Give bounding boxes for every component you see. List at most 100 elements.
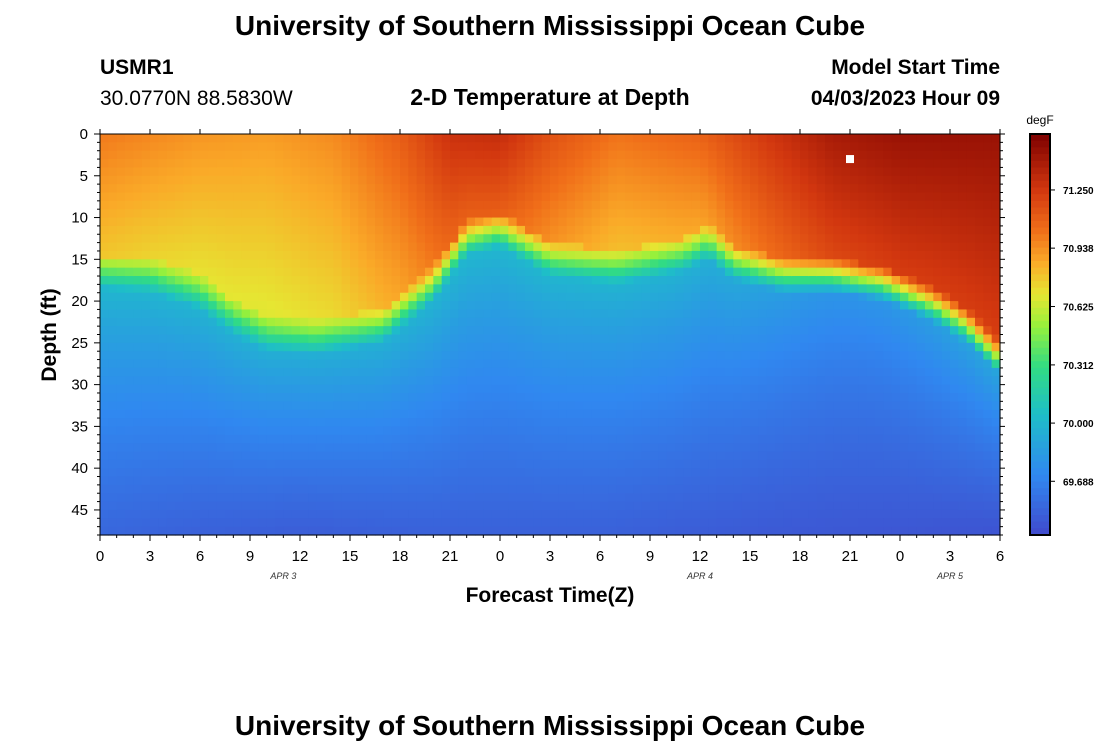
heatmap-cell [775, 418, 784, 427]
heatmap-cell [425, 451, 434, 461]
heatmap-cell [800, 326, 809, 336]
heatmap-cell [341, 209, 351, 219]
heatmap-cell [466, 317, 476, 327]
heatmap-cell [883, 284, 893, 294]
heatmap-cell [558, 267, 568, 277]
heatmap-cell [608, 184, 618, 194]
heatmap-cell [475, 342, 484, 352]
heatmap-cell [408, 276, 418, 285]
heatmap-cell [516, 184, 526, 194]
heatmap-cell [425, 484, 434, 494]
heatmap-cell [925, 276, 934, 285]
heatmap-cell [783, 342, 793, 352]
heatmap-cell [658, 292, 668, 302]
heatmap-cell [158, 468, 168, 478]
heatmap-cell [625, 209, 634, 219]
heatmap-cell [808, 317, 818, 327]
heatmap-cell [850, 401, 859, 411]
heatmap-cell [925, 526, 934, 536]
heatmap-cell [141, 434, 151, 444]
heatmap-cell [616, 234, 626, 244]
heatmap-cell [391, 159, 401, 169]
heatmap-cell [141, 451, 151, 461]
heatmap-cell [883, 359, 893, 369]
heatmap-cell [200, 192, 209, 202]
heatmap-cell [666, 334, 676, 344]
heatmap-cell [800, 451, 809, 461]
heatmap-cell [425, 418, 434, 427]
heatmap-cell [875, 359, 884, 369]
heatmap-cell [333, 276, 343, 285]
heatmap-cell [166, 200, 176, 210]
heatmap-cell [583, 317, 593, 327]
heatmap-cell [133, 301, 143, 311]
heatmap-cell [250, 518, 259, 528]
heatmap-cell [433, 200, 443, 210]
heatmap-cell [733, 376, 743, 386]
heatmap-cell [508, 493, 518, 503]
heatmap-cell [758, 159, 768, 169]
heatmap-cell [483, 493, 493, 503]
heatmap-cell [641, 451, 651, 461]
heatmap-cell [608, 443, 618, 453]
heatmap-cell [341, 401, 351, 411]
heatmap-cell [416, 134, 426, 143]
heatmap-cell [333, 384, 343, 394]
heatmap-cell [891, 200, 901, 210]
heatmap-cell [583, 309, 593, 319]
heatmap-cell [316, 317, 326, 327]
heatmap-cell [391, 459, 401, 469]
heatmap-cell [283, 242, 293, 252]
heatmap-cell [683, 200, 693, 210]
heatmap-cell [150, 476, 159, 486]
heatmap-cell [575, 359, 584, 369]
heatmap-cell [916, 200, 926, 210]
heatmap-cell [525, 326, 534, 336]
heatmap-cell [450, 309, 459, 319]
heatmap-cell [108, 509, 118, 519]
heatmap-cell [650, 351, 659, 361]
heatmap-cell [825, 301, 834, 311]
heatmap-cell [958, 401, 968, 411]
heatmap-cell [333, 301, 343, 311]
heatmap-cell [383, 342, 393, 352]
heatmap-cell [616, 301, 626, 311]
heatmap-cell [941, 426, 951, 436]
heatmap-cell [191, 426, 201, 436]
heatmap-cell [125, 526, 134, 536]
heatmap-cell [716, 284, 726, 294]
heatmap-cell [491, 359, 501, 369]
heatmap-cell [391, 150, 401, 160]
heatmap-cell [483, 217, 493, 227]
heatmap-cell [358, 351, 368, 361]
heatmap-cell [583, 493, 593, 503]
heatmap-cell [950, 317, 959, 327]
heatmap-cell [316, 184, 326, 194]
heatmap-cell [475, 443, 484, 453]
heatmap-cell [475, 217, 484, 227]
heatmap-cell [283, 134, 293, 143]
heatmap-cell [441, 159, 451, 169]
heatmap-cell [625, 134, 634, 143]
heatmap-cell [725, 451, 734, 461]
heatmap-cell [700, 134, 709, 143]
heatmap-cell [425, 317, 434, 327]
heatmap-cell [316, 334, 326, 344]
heatmap-cell [108, 242, 118, 252]
heatmap-cell [650, 518, 659, 528]
heatmap-cell [516, 484, 526, 494]
heatmap-cell [333, 518, 343, 528]
heatmap-cell [500, 326, 509, 336]
heatmap-cell [100, 326, 109, 336]
heatmap-cell [400, 234, 409, 244]
heatmap-cell [375, 434, 384, 444]
heatmap-cell [400, 317, 409, 327]
heatmap-cell [175, 184, 184, 194]
heatmap-cell [866, 392, 876, 402]
heatmap-cell [450, 342, 459, 352]
heatmap-cell [491, 434, 501, 444]
heatmap-cell [475, 184, 484, 194]
heatmap-cell [383, 426, 393, 436]
heatmap-cell [500, 526, 509, 536]
heatmap-cell [866, 301, 876, 311]
